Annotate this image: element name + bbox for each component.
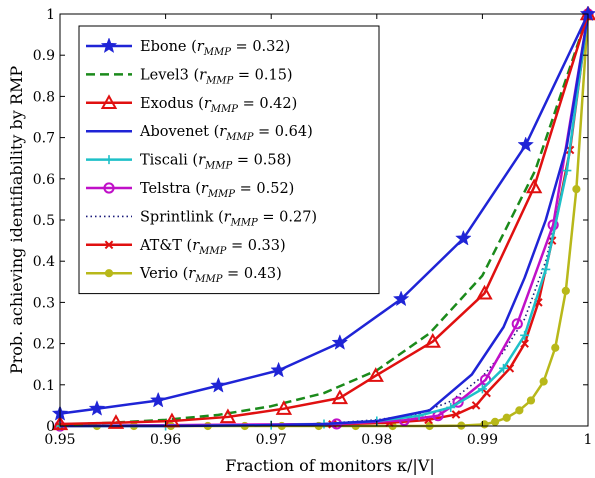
data-point-verio bbox=[551, 343, 560, 352]
legend-swatch-marker bbox=[104, 155, 114, 165]
y-tick-label: 0.6 bbox=[33, 172, 55, 188]
data-point-telstra bbox=[452, 396, 464, 408]
data-point-at-t bbox=[451, 410, 461, 419]
legend-label: Tiscali (rMMP = 0.58) bbox=[140, 153, 292, 172]
data-point-tiscali bbox=[499, 363, 509, 373]
legend-entry-telstra: Telstra (rMMP = 0.52) bbox=[86, 181, 294, 200]
data-point-tiscali bbox=[541, 264, 551, 274]
series-abovenet bbox=[60, 13, 590, 428]
data-point-at-t bbox=[482, 388, 491, 398]
series-line-exodus bbox=[59, 13, 590, 426]
y-axis-label: Prob. achieving identifiability by RMP bbox=[7, 66, 26, 374]
y-tick-label: 1 bbox=[46, 7, 55, 23]
legend-entry-at-t: AT&T (rMMP = 0.33) bbox=[86, 238, 286, 257]
data-point-ebone bbox=[270, 361, 287, 378]
y-tick-label: 0.1 bbox=[33, 378, 55, 394]
data-point-telstra bbox=[511, 318, 523, 330]
data-point-tiscali bbox=[562, 166, 572, 176]
series-layer bbox=[52, 6, 595, 432]
legend-label: Sprintlink (rMMP = 0.27) bbox=[140, 209, 317, 228]
y-tick-label: 0.9 bbox=[33, 48, 55, 64]
y-tick-label: 0.7 bbox=[33, 131, 55, 147]
legend-entry-tiscali: Tiscali (rMMP = 0.58) bbox=[86, 153, 292, 172]
legend-entry-verio: Verio (rMMP = 0.43) bbox=[86, 266, 282, 285]
data-point-ebone bbox=[517, 136, 534, 153]
data-point-at-t bbox=[505, 364, 515, 373]
y-tick-label: 0.8 bbox=[33, 89, 55, 105]
legend-swatch-marker bbox=[104, 240, 114, 250]
legend-label: Verio (rMMP = 0.43) bbox=[139, 266, 282, 285]
y-tick-label: 0.4 bbox=[33, 254, 55, 270]
legend-entry-sprintlink: Sprintlink (rMMP = 0.27) bbox=[86, 209, 317, 228]
data-point-exodus bbox=[476, 284, 493, 300]
data-point-ebone bbox=[88, 399, 106, 416]
data-point-verio bbox=[490, 417, 500, 426]
x-axis-label: Fraction of monitors κ/|V| bbox=[225, 456, 434, 475]
legend-swatch-marker bbox=[103, 182, 115, 194]
data-point-exodus bbox=[219, 408, 237, 424]
legend-entry-ebone: Ebone (rMMP = 0.32) bbox=[86, 37, 290, 58]
legend-entry-abovenet: Abovenet (rMMP = 0.64) bbox=[86, 124, 313, 143]
legend: Ebone (rMMP = 0.32) Level3 (rMMP = 0.15) E… bbox=[78, 25, 380, 295]
legend-label: Ebone (rMMP = 0.32) bbox=[140, 39, 290, 58]
data-point-verio bbox=[515, 406, 524, 415]
legend-label: Level3 (rMMP = 0.15) bbox=[140, 67, 293, 86]
data-point-exodus bbox=[275, 400, 293, 415]
data-point-exodus bbox=[424, 332, 441, 348]
series-exodus bbox=[52, 6, 595, 431]
legend-swatch-marker bbox=[104, 269, 114, 278]
y-tick-label: 0 bbox=[46, 419, 55, 435]
legend-label: AT&T (rMMP = 0.33) bbox=[139, 238, 286, 257]
data-point-verio bbox=[526, 396, 536, 405]
legend-label: Exodus (rMMP = 0.42) bbox=[140, 96, 297, 115]
data-point-ebone bbox=[331, 334, 349, 350]
x-tick-label: 0.95 bbox=[44, 432, 75, 448]
data-point-ebone bbox=[210, 376, 227, 393]
data-point-exodus bbox=[52, 415, 69, 431]
data-point-tiscali bbox=[446, 402, 456, 412]
data-point-exodus bbox=[331, 389, 349, 405]
axes bbox=[59, 13, 589, 427]
data-point-exodus bbox=[107, 414, 125, 429]
x-tick-label: 0.96 bbox=[150, 432, 181, 448]
legend-label: Abovenet (rMMP = 0.64) bbox=[139, 124, 313, 143]
data-point-verio bbox=[539, 377, 548, 386]
data-point-ebone bbox=[149, 391, 167, 408]
series-line-abovenet bbox=[60, 13, 590, 428]
legend-label: Telstra (rMMP = 0.52) bbox=[140, 181, 294, 200]
data-point-ebone bbox=[392, 290, 410, 307]
x-tick-label: 0.98 bbox=[361, 432, 392, 448]
data-point-tiscali bbox=[477, 384, 487, 394]
x-tick-label: 0.97 bbox=[256, 432, 287, 448]
legend-entry-level3: Level3 (rMMP = 0.15) bbox=[86, 67, 293, 86]
data-point-exodus bbox=[367, 367, 384, 382]
data-point-verio bbox=[502, 413, 511, 422]
series-line-ebone bbox=[59, 13, 590, 415]
y-tick-label: 0.3 bbox=[33, 295, 55, 311]
x-tick-label: 1 bbox=[584, 432, 593, 448]
data-point-tiscali bbox=[520, 330, 530, 340]
data-point-exodus bbox=[525, 178, 543, 194]
tick-labels: 0.95 0.96 0.97 0.98 0.99 1 0 0.1 0.2 0.3 0.4 0.5 0.6… bbox=[33, 7, 593, 448]
y-tick-label: 0.5 bbox=[33, 213, 55, 229]
y-tick-label: 0.2 bbox=[33, 337, 55, 353]
data-point-verio bbox=[561, 286, 570, 295]
data-point-at-t bbox=[471, 401, 481, 410]
legend-entry-exodus: Exodus (rMMP = 0.42) bbox=[86, 94, 297, 115]
legend-swatch-marker bbox=[100, 94, 118, 109]
data-point-verio bbox=[572, 185, 581, 194]
data-point-ebone bbox=[455, 229, 472, 246]
x-tick-label: 0.99 bbox=[467, 432, 498, 448]
legend-swatch-marker bbox=[100, 37, 118, 54]
